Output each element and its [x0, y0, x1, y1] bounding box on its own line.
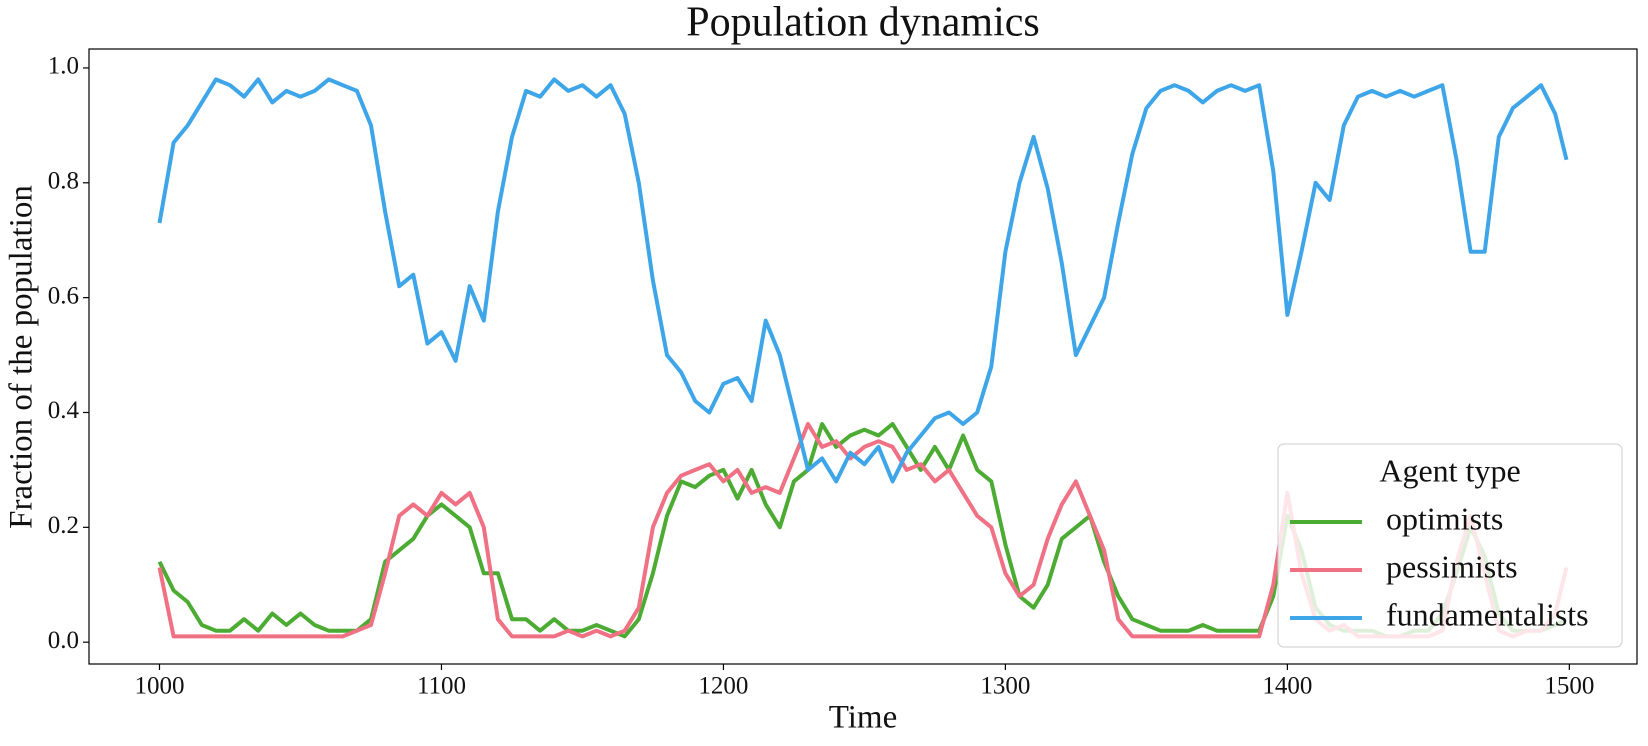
y-tick-label: 0.4	[48, 397, 80, 424]
legend: Agent type optimists pessimists fundamen…	[1277, 443, 1623, 648]
x-tick-label: 1200	[698, 673, 748, 700]
y-tick-label: 0.6	[48, 282, 79, 309]
x-tick-label: 1000	[134, 673, 184, 700]
plot-frame	[88, 48, 1638, 665]
y-tick-label: 0.0	[48, 627, 79, 654]
x-tick-label: 1500	[1544, 673, 1594, 700]
y-tick-label: 1.0	[48, 53, 79, 80]
x-tick-label: 1100	[417, 673, 466, 700]
legend-box	[1277, 443, 1623, 648]
series-line	[157, 77, 1569, 484]
legend-label: fundamentalists	[1378, 596, 1589, 632]
y-tick-label: 0.8	[48, 168, 79, 195]
legend-label: pessimists	[1378, 548, 1518, 584]
x-tick-label: 1300	[980, 673, 1030, 700]
chart-title: Population dynamics	[686, 0, 1039, 46]
y-axis-label: Fraction of the population	[4, 185, 40, 529]
x-axis-label: Time	[829, 700, 897, 736]
legend-label: optimists	[1378, 500, 1503, 536]
x-tick-label: 1400	[1262, 673, 1312, 700]
y-tick-label: 0.2	[48, 512, 79, 539]
legend-title: Agent type	[1379, 452, 1520, 488]
